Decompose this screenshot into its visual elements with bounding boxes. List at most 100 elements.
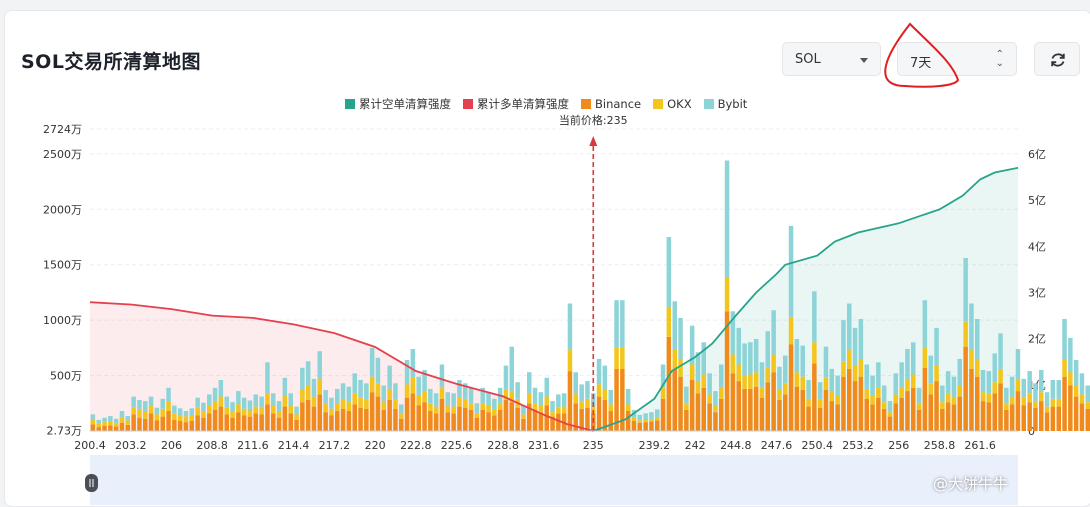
bar-binance bbox=[835, 404, 840, 431]
bar-binance bbox=[737, 381, 742, 431]
bar-bybit bbox=[428, 389, 433, 403]
bar-okx bbox=[719, 388, 724, 399]
bar-bybit bbox=[434, 393, 439, 406]
bar-bybit bbox=[899, 362, 904, 388]
x-tick-label: 244.8 bbox=[720, 439, 752, 452]
bar-binance bbox=[946, 402, 951, 431]
bar-binance bbox=[952, 404, 957, 431]
bar-okx bbox=[713, 406, 718, 413]
bar-okx bbox=[835, 396, 840, 405]
bar-okx bbox=[801, 377, 806, 390]
bar-bybit bbox=[265, 362, 270, 393]
bar-okx bbox=[242, 409, 247, 416]
bar-binance bbox=[143, 419, 148, 431]
bar-binance bbox=[713, 412, 718, 431]
bar-okx bbox=[748, 375, 753, 389]
bar-binance bbox=[888, 417, 893, 431]
bar-okx bbox=[236, 404, 241, 412]
bar-okx bbox=[422, 391, 427, 402]
bar-okx bbox=[673, 349, 678, 369]
y-left-tick-label: 2000万 bbox=[43, 203, 82, 216]
bar-okx bbox=[847, 350, 852, 369]
bar-okx bbox=[661, 388, 666, 399]
bar-bybit bbox=[597, 359, 602, 385]
bar-okx bbox=[771, 355, 776, 373]
bar-okx bbox=[707, 394, 712, 403]
bar-okx bbox=[766, 368, 771, 382]
bar-binance bbox=[486, 412, 491, 431]
bar-bybit bbox=[678, 318, 683, 359]
bar-bybit bbox=[1068, 338, 1073, 372]
bar-okx bbox=[783, 383, 788, 394]
bar-binance bbox=[597, 397, 602, 431]
bar-bybit bbox=[911, 342, 916, 374]
bar-bybit bbox=[609, 390, 614, 404]
bar-okx bbox=[364, 400, 369, 409]
bar-binance bbox=[312, 407, 317, 431]
bar-bybit bbox=[510, 347, 515, 391]
x-tick-label: 242 bbox=[685, 439, 706, 452]
bar-binance bbox=[812, 363, 817, 431]
bar-bybit bbox=[1027, 371, 1032, 393]
bar-binance bbox=[131, 414, 136, 431]
bar-binance bbox=[929, 394, 934, 431]
bar-bybit bbox=[1086, 386, 1090, 403]
bar-okx bbox=[440, 388, 445, 399]
bar-bybit bbox=[446, 392, 451, 405]
bar-bybit bbox=[364, 383, 369, 400]
bar-okx bbox=[463, 400, 468, 408]
bar-bybit bbox=[440, 365, 445, 388]
bar-bybit bbox=[905, 349, 910, 379]
bar-okx bbox=[969, 350, 974, 369]
bar-bybit bbox=[981, 370, 986, 392]
bar-bybit bbox=[399, 404, 404, 413]
bar-bybit bbox=[545, 378, 550, 397]
bar-okx bbox=[248, 411, 253, 417]
bar-bybit bbox=[382, 386, 387, 402]
bar-okx bbox=[1010, 397, 1015, 405]
bar-binance bbox=[771, 372, 776, 431]
bar-binance bbox=[155, 421, 160, 432]
bar-bybit bbox=[626, 389, 631, 405]
bar-binance bbox=[289, 413, 294, 431]
bar-binance bbox=[306, 400, 311, 431]
bar-bybit bbox=[259, 397, 264, 408]
bar-bybit bbox=[870, 376, 875, 396]
bar-binance bbox=[981, 401, 986, 431]
bar-binance bbox=[1027, 402, 1032, 431]
bar-bybit bbox=[353, 373, 358, 393]
bar-bybit bbox=[149, 397, 154, 406]
bar-binance bbox=[853, 381, 858, 431]
bar-binance bbox=[783, 394, 788, 431]
bar-binance bbox=[1022, 406, 1027, 432]
current-price-label: 当前价格:235 bbox=[559, 113, 628, 127]
bar-binance bbox=[934, 381, 939, 431]
bar-okx bbox=[952, 397, 957, 405]
bar-binance bbox=[963, 347, 968, 431]
bar-okx bbox=[614, 348, 619, 369]
bar-okx bbox=[975, 360, 980, 377]
bar-bybit bbox=[888, 401, 893, 412]
bar-okx bbox=[742, 376, 747, 389]
bar-bybit bbox=[783, 356, 788, 384]
bar-bybit bbox=[126, 416, 131, 420]
bar-bybit bbox=[987, 371, 992, 393]
bar-binance bbox=[492, 416, 497, 432]
bar-binance bbox=[533, 410, 538, 431]
bar-bybit bbox=[830, 369, 835, 391]
bar-bybit bbox=[283, 378, 288, 396]
bar-binance bbox=[97, 427, 102, 431]
x-tick-label: 217.2 bbox=[319, 439, 351, 452]
y-left-tick-label: 2724万 bbox=[43, 123, 82, 136]
bar-okx bbox=[126, 421, 131, 425]
bar-binance bbox=[510, 402, 515, 431]
bar-bybit bbox=[684, 387, 689, 404]
slider-handle-left[interactable] bbox=[85, 474, 98, 492]
bar-okx bbox=[277, 411, 282, 418]
bar-binance bbox=[1086, 409, 1090, 431]
bar-okx bbox=[102, 422, 107, 426]
bar-bybit bbox=[1074, 360, 1079, 386]
bar-okx bbox=[469, 403, 474, 410]
bar-bybit bbox=[329, 398, 334, 409]
bar-binance bbox=[230, 418, 235, 431]
